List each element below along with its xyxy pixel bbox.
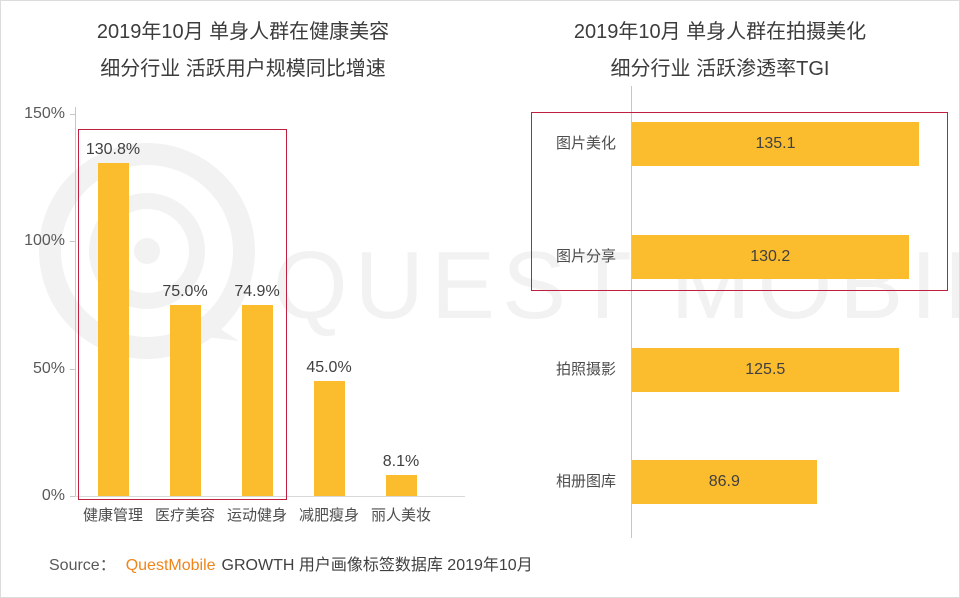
left-bar-value-2: 74.9% (234, 283, 280, 301)
right-bar-category-2: 拍照摄影 (555, 360, 616, 378)
left-chart-title: 2019年10月 单身人群在健康美容 细分行业 活跃用户规模同比增速 (1, 14, 485, 88)
left-bar-0 (97, 162, 129, 496)
left-chart-title-line2: 细分行业 活跃用户规模同比增速 (100, 58, 386, 80)
right-chart-title-line2: 细分行业 活跃渗透率TGI (610, 58, 830, 80)
left-bar-category-3: 减肥瘦身 (298, 507, 359, 524)
right-chart-axis-line (631, 86, 632, 538)
left-y-tick-mark-3 (70, 496, 75, 497)
left-bar-3 (313, 381, 345, 496)
left-y-tick-label-2: 50% (32, 359, 65, 377)
right-chart-title-line1: 2019年10月 单身人群在拍摄美化 (573, 21, 867, 43)
left-bar-4 (385, 475, 417, 496)
right-bar-3 (632, 460, 817, 505)
right-highlight-box (531, 112, 948, 291)
left-highlight-box (78, 129, 287, 500)
left-bar-2 (241, 305, 273, 496)
right-bar-2 (632, 347, 899, 392)
right-bar-value-3: 86.9 (708, 473, 740, 491)
left-chart-title-line1: 2019年10月 单身人群在健康美容 (96, 21, 390, 43)
left-bar-value-1: 75.0% (162, 283, 208, 300)
left-chart-y-axis-line (75, 107, 76, 497)
right-bar-value-1: 130.2 (750, 247, 791, 265)
left-chart-baseline (75, 496, 465, 497)
left-bar-value-0: 130.8% (85, 140, 141, 158)
right-bar-0 (632, 122, 919, 166)
right-chart-title: 2019年10月 单身人群在拍摄美化 细分行业 活跃渗透率TGI (481, 14, 959, 88)
source-label: Source： (49, 557, 116, 574)
left-bar-value-4: 8.1% (382, 453, 420, 471)
left-y-tick-mark-2 (70, 369, 75, 370)
left-y-tick-label-1: 100% (24, 232, 65, 250)
source-brand: QuestMobile (125, 557, 216, 574)
left-y-tick-mark-1 (70, 241, 75, 242)
left-y-tick-label-3: 0% (41, 487, 65, 504)
source-description: GROWTH 用户画像标签数据库 2019年10月 (221, 557, 533, 574)
right-bar-value-2: 125.5 (745, 360, 786, 378)
left-bar-category-0: 健康管理 (82, 507, 143, 524)
left-bar-category-2: 运动健身 (226, 507, 287, 524)
left-bar-value-3: 45.0% (306, 359, 352, 377)
right-bar-category-0: 图片美化 (555, 135, 616, 152)
right-bar-category-3: 相册图库 (555, 473, 616, 491)
right-bar-1 (632, 234, 909, 279)
right-bar-value-0: 135.1 (755, 135, 796, 152)
source-line: Source： QuestMobile GROWTH 用户画像标签数据库 2019年… (49, 556, 533, 576)
left-y-tick-label-0: 150% (24, 105, 65, 122)
left-bar-category-4: 丽人美妆 (370, 507, 431, 524)
right-bar-category-1: 图片分享 (555, 247, 616, 265)
left-bar-1 (169, 305, 201, 496)
left-bar-category-1: 医疗美容 (154, 507, 215, 524)
left-y-tick-mark-0 (70, 114, 75, 115)
